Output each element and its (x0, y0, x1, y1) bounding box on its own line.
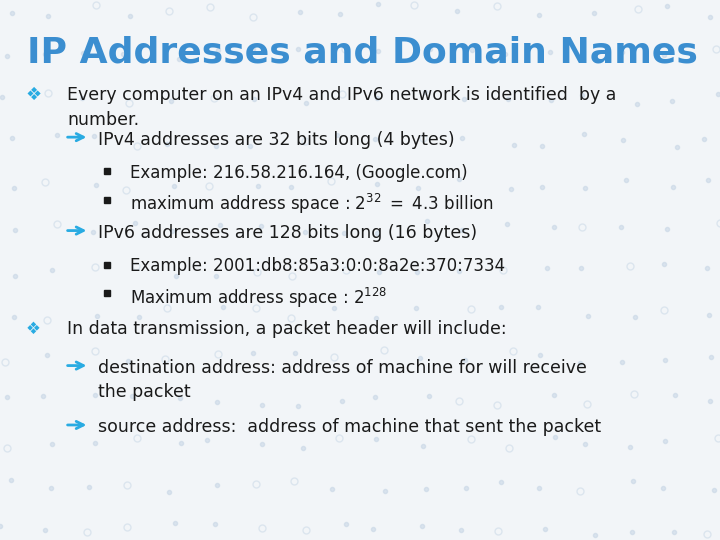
Text: destination address: address of machine for will receive
the packet: destination address: address of machine … (98, 359, 587, 401)
Text: ❖: ❖ (25, 320, 40, 338)
Text: ❖: ❖ (25, 86, 41, 104)
Text: Example: 2001:db8:85a3:0:0:8a2e:370:7334: Example: 2001:db8:85a3:0:0:8a2e:370:7334 (130, 257, 505, 275)
Text: Every computer on an IPv4 and IPv6 network is identified  by a
number.: Every computer on an IPv4 and IPv6 netwo… (67, 86, 616, 129)
Text: Example: 216.58.216.164, (Google.com): Example: 216.58.216.164, (Google.com) (130, 164, 467, 181)
Text: maximum address space : $2^{32}$ $=$ 4.3 billion: maximum address space : $2^{32}$ $=$ 4.3… (130, 192, 494, 217)
Text: source address:  address of machine that sent the packet: source address: address of machine that … (98, 418, 601, 436)
Text: IPv4 addresses are 32 bits long (4 bytes): IPv4 addresses are 32 bits long (4 bytes… (98, 131, 454, 149)
Text: IP Addresses and Domain Names: IP Addresses and Domain Names (27, 35, 698, 69)
Text: Maximum address space : $2^{128}$: Maximum address space : $2^{128}$ (130, 286, 387, 310)
Text: In data transmission, a packet header will include:: In data transmission, a packet header wi… (67, 320, 507, 338)
Text: IPv6 addresses are 128 bits long (16 bytes): IPv6 addresses are 128 bits long (16 byt… (98, 224, 477, 242)
